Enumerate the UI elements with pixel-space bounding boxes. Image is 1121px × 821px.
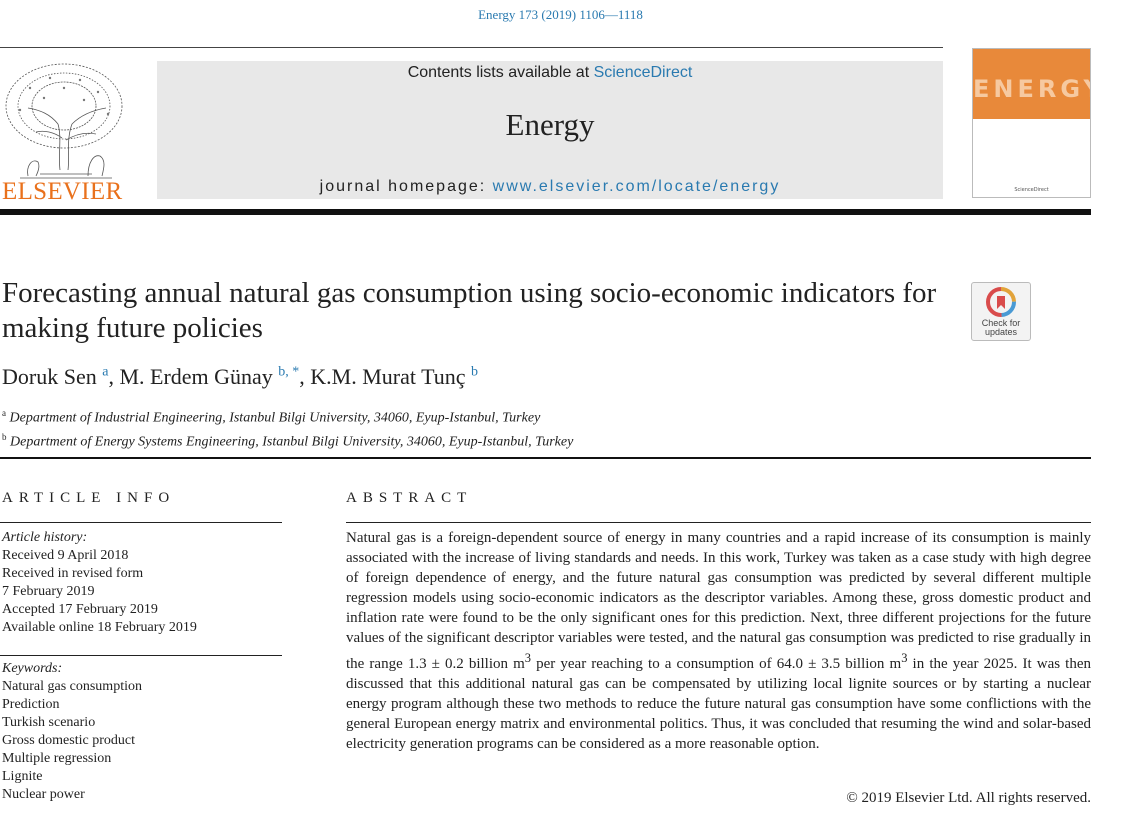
journal-banner: Contents lists available at ScienceDirec… bbox=[157, 61, 943, 199]
check-updates-label: Check for updates bbox=[981, 318, 1021, 337]
journal-reference[interactable]: Energy 173 (2019) 1106—1118 bbox=[478, 7, 643, 22]
keyword-item: Lignite bbox=[2, 769, 43, 784]
article-title: Forecasting annual natural gas consumpti… bbox=[2, 277, 937, 344]
history-item: 7 February 2019 bbox=[2, 584, 95, 599]
history-item: Accepted 17 February 2019 bbox=[2, 602, 158, 617]
keywords-rule bbox=[0, 655, 282, 656]
affiliation-text: Department of Energy Systems Engineering… bbox=[10, 434, 574, 450]
section-rule bbox=[0, 457, 1091, 459]
keyword-item: Gross domestic product bbox=[2, 733, 135, 748]
copyright-notice: © 2019 Elsevier Ltd. All rights reserved… bbox=[846, 790, 1091, 806]
abstract-superscript: 3 bbox=[524, 651, 532, 665]
check-for-updates-button[interactable]: Check for updates bbox=[971, 282, 1031, 341]
header-rule bbox=[0, 47, 943, 48]
abstract-text: Natural gas is a foreign-dependent sourc… bbox=[346, 528, 1091, 754]
header-thick-rule bbox=[0, 209, 1091, 215]
keyword-item: Natural gas consumption bbox=[2, 679, 142, 694]
author-name[interactable]: Doruk Sen bbox=[2, 364, 97, 389]
contents-prefix: Contents lists available at bbox=[407, 64, 594, 81]
keyword-item: Nuclear power bbox=[2, 787, 85, 802]
author-list: Doruk Sen a, M. Erdem Günay b, *, K.M. M… bbox=[2, 364, 479, 389]
sciencedirect-link[interactable]: ScienceDirect bbox=[593, 64, 693, 81]
history-item: Available online 18 February 2019 bbox=[2, 620, 197, 635]
cover-title: ENERGY bbox=[973, 75, 1090, 103]
affiliation-label: a bbox=[2, 408, 6, 418]
keyword-item: Prediction bbox=[2, 697, 60, 712]
affiliation-item: a Department of Industrial Engineering, … bbox=[2, 404, 573, 428]
journal-homepage-link[interactable]: www.elsevier.com/locate/energy bbox=[492, 178, 781, 195]
article-info-heading: ARTICLE INFO bbox=[2, 490, 176, 506]
journal-cover-thumbnail[interactable]: ENERGY ScienceDirect bbox=[972, 48, 1091, 198]
affiliation-marker[interactable]: a bbox=[102, 364, 109, 380]
abstract-heading: ABSTRACT bbox=[346, 490, 473, 506]
affiliation-item: b Department of Energy Systems Engineeri… bbox=[2, 428, 573, 452]
homepage-line: journal homepage: www.elsevier.com/locat… bbox=[157, 178, 943, 196]
affiliation-marker[interactable]: b, * bbox=[278, 364, 300, 380]
article-info-rule bbox=[0, 522, 282, 523]
abstract-part: per year reaching to a consumption of 64… bbox=[531, 656, 902, 672]
check-updates-icon bbox=[986, 287, 1016, 317]
affiliation-marker[interactable]: b bbox=[471, 364, 479, 380]
abstract-superscript: 3 bbox=[901, 651, 908, 665]
homepage-prefix: journal homepage: bbox=[319, 178, 493, 195]
author-name[interactable]: K.M. Murat Tunç bbox=[310, 364, 466, 389]
history-label: Article history: bbox=[2, 530, 88, 545]
journal-name: Energy bbox=[505, 107, 595, 142]
article-history: Article history: Received 9 April 2018 R… bbox=[2, 529, 282, 637]
elsevier-wordmark: ELSEVIER bbox=[2, 178, 123, 205]
contents-line: Contents lists available at ScienceDirec… bbox=[157, 64, 943, 82]
affiliation-text: Department of Industrial Engineering, Is… bbox=[9, 410, 541, 426]
keyword-item: Turkish scenario bbox=[2, 715, 96, 730]
keyword-item: Multiple regression bbox=[2, 751, 112, 766]
cover-footer: ScienceDirect bbox=[1014, 187, 1049, 193]
author-name[interactable]: M. Erdem Günay bbox=[119, 364, 273, 389]
affiliation-label: b bbox=[2, 431, 7, 442]
abstract-part: Natural gas is a foreign-dependent sourc… bbox=[346, 530, 1091, 672]
keywords-label: Keywords: bbox=[2, 661, 63, 676]
cover-band bbox=[973, 49, 1090, 119]
history-item: Received in revised form bbox=[2, 566, 144, 581]
history-item: Received 9 April 2018 bbox=[2, 548, 129, 563]
elsevier-tree-logo bbox=[5, 63, 123, 179]
abstract-part: in the year 2025. It was then discussed … bbox=[346, 656, 1091, 752]
abstract-rule bbox=[346, 522, 1091, 523]
affiliations: a Department of Industrial Engineering, … bbox=[2, 404, 573, 451]
keywords: Keywords: Natural gas consumption Predic… bbox=[2, 660, 282, 804]
